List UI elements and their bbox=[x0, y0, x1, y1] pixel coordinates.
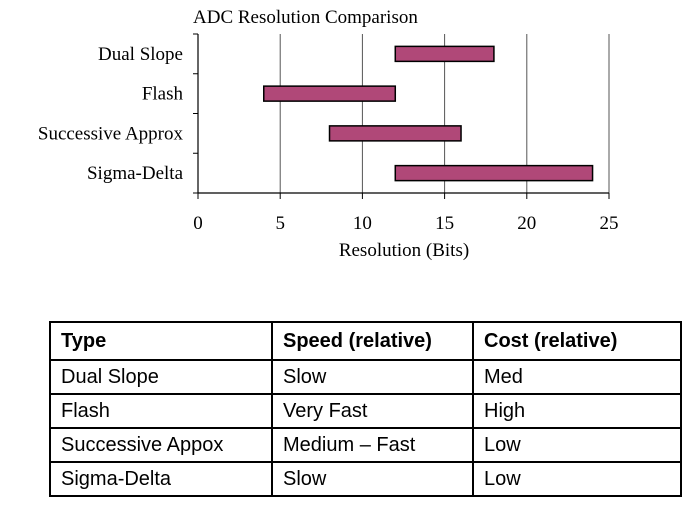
header-speed: Speed (relative) bbox=[271, 321, 474, 361]
x-tick-label: 5 bbox=[275, 213, 285, 234]
cell-speed: Slow bbox=[271, 461, 474, 497]
adc-comparison-table: Type Speed (relative) Cost (relative) Du… bbox=[49, 321, 682, 497]
range-bar bbox=[394, 45, 495, 63]
table-row: Flash Very Fast High bbox=[49, 393, 682, 429]
cell-cost: Med bbox=[472, 359, 682, 395]
cell-cost: Low bbox=[472, 427, 682, 463]
cell-cost: Low bbox=[472, 461, 682, 497]
category-label: Dual Slope bbox=[98, 44, 183, 65]
chart-container: ADC Resolution Comparison Dual Slope Flas… bbox=[38, 7, 619, 261]
x-tick-labels: 0 5 10 15 20 25 bbox=[193, 213, 618, 234]
cell-type: Sigma-Delta bbox=[49, 461, 273, 497]
x-tick-label: 20 bbox=[517, 213, 536, 234]
table-row: Sigma-Delta Slow Low bbox=[49, 461, 682, 497]
cell-type: Flash bbox=[49, 393, 273, 429]
adc-resolution-chart: ADC Resolution Comparison Dual Slope Flas… bbox=[38, 7, 619, 261]
table-row: Dual Slope Slow Med bbox=[49, 359, 682, 395]
cell-type: Successive Appox bbox=[49, 427, 273, 463]
table-row: Successive Appox Medium – Fast Low bbox=[49, 427, 682, 463]
x-tick-label: 25 bbox=[600, 213, 619, 234]
category-label: Flash bbox=[142, 84, 184, 105]
header-type: Type bbox=[49, 321, 273, 361]
cell-type: Dual Slope bbox=[49, 359, 273, 395]
range-bar bbox=[328, 125, 462, 142]
header-cost: Cost (relative) bbox=[472, 321, 682, 361]
cell-speed: Medium – Fast bbox=[271, 427, 474, 463]
category-label: Sigma-Delta bbox=[87, 163, 184, 184]
x-tick-label: 10 bbox=[353, 213, 372, 234]
range-bar bbox=[394, 164, 594, 182]
range-bar bbox=[263, 85, 397, 102]
bars bbox=[263, 45, 594, 182]
cell-speed: Slow bbox=[271, 359, 474, 395]
axes bbox=[193, 33, 610, 199]
x-axis-label: Resolution (Bits) bbox=[339, 240, 469, 261]
x-tick-label: 0 bbox=[193, 213, 203, 234]
category-labels: Dual Slope Flash Successive Approx Sigma-De… bbox=[38, 44, 184, 184]
category-label: Successive Approx bbox=[38, 123, 184, 144]
x-tick-label: 15 bbox=[435, 213, 454, 234]
chart-title: ADC Resolution Comparison bbox=[193, 7, 418, 28]
cell-speed: Very Fast bbox=[271, 393, 474, 429]
cell-cost: High bbox=[472, 393, 682, 429]
table-header-row: Type Speed (relative) Cost (relative) bbox=[49, 321, 682, 361]
